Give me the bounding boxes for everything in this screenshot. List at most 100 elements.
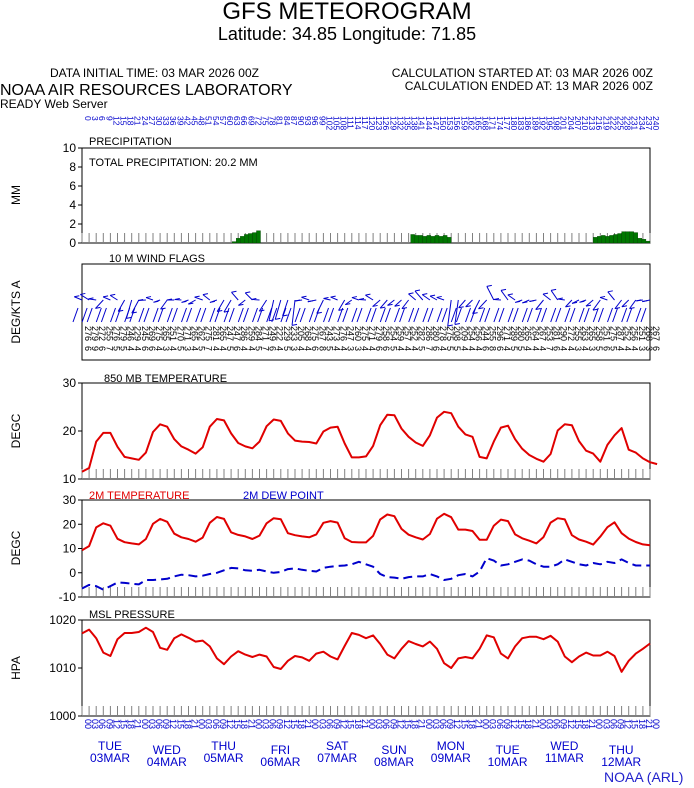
time-label: 00	[424, 719, 434, 729]
wind-barb-lower	[95, 307, 102, 323]
precip-bar	[410, 234, 415, 244]
pressure-line	[81, 626, 651, 673]
wind-barb	[338, 299, 346, 311]
wind-barb-flag	[478, 307, 484, 310]
wind-speed-label: 3	[161, 346, 171, 351]
wind-barb-flag	[231, 290, 237, 293]
wind-barb-lower	[285, 307, 292, 323]
time-label: 03	[545, 719, 555, 729]
wind-direction-label: 286	[239, 326, 249, 341]
precip-bar	[252, 232, 257, 244]
wind-barb-lower	[578, 307, 585, 323]
hour-label: 219	[601, 116, 611, 130]
time-label: 18	[296, 719, 306, 729]
wind-barb-flag	[74, 295, 80, 298]
wind-speed-label: 5	[445, 346, 455, 351]
wind-speed-label: 6	[552, 346, 562, 351]
time-label: 06	[97, 719, 107, 729]
wind-direction-label: 208	[452, 326, 462, 341]
day-date-label: 05MAR	[204, 751, 244, 765]
hour-label: 6	[97, 116, 107, 121]
wind-direction-label: 276	[339, 326, 349, 341]
day-date-label: 06MAR	[260, 755, 300, 769]
wind-barb-flag	[174, 298, 180, 301]
wind-barb-flag	[551, 288, 557, 291]
wind-speed-label: 5	[253, 346, 263, 351]
hour-label: 66	[239, 116, 249, 126]
wind-speed-label: 4	[623, 346, 633, 351]
wind-barb-lower	[427, 307, 434, 323]
wind-direction-label: 271	[182, 326, 192, 341]
wind-speed-label: 5	[594, 346, 604, 351]
day-name-label: THU	[211, 739, 236, 753]
time-label: 06	[552, 719, 562, 729]
temp850-y-axis: 10 20 30	[63, 376, 82, 486]
y-tick-label: 10	[63, 472, 77, 486]
wind-barb-lower	[621, 307, 628, 323]
wind-speed-label: 4	[239, 346, 249, 351]
wind-speed-label: 7	[261, 346, 271, 351]
day-name-label: WED	[153, 743, 181, 757]
wind-barb	[95, 299, 104, 309]
day-date-label: 09MAR	[431, 751, 471, 765]
wind-direction-label: 279	[119, 326, 129, 341]
time-label: 03	[261, 719, 271, 729]
wind-direction-label: 273	[332, 326, 342, 341]
hour-label: 105	[332, 116, 342, 130]
day-name-label: TUE	[98, 739, 122, 753]
utc-time-labels: 0003060912151821000306091215182100030609…	[83, 719, 661, 729]
day-name-label: WED	[550, 739, 578, 753]
wind-barb-lower	[323, 307, 329, 323]
wind-speed-label: 4	[466, 346, 476, 351]
hour-label: 201	[559, 116, 569, 130]
temp850-panel	[81, 382, 651, 480]
time-label: 06	[324, 719, 334, 729]
hour-label: 192	[537, 116, 547, 130]
hour-label: 159	[459, 116, 469, 130]
hour-label: 213	[587, 116, 597, 130]
wind-barb-flag	[500, 288, 507, 291]
time-label: 18	[580, 719, 590, 729]
wind-barb-lower	[555, 307, 562, 323]
wind-speed-label: 4	[410, 346, 420, 351]
precip-bar	[609, 235, 614, 244]
time-label: 21	[190, 719, 200, 729]
wind-direction-label: 296	[495, 326, 505, 341]
wind-barb	[344, 299, 353, 306]
precip-bar	[248, 233, 253, 244]
day-name-label: TUE	[496, 743, 520, 757]
wind-direction-label: 222	[275, 326, 285, 341]
wind-speed-label: 5	[608, 346, 618, 351]
time-label: 18	[466, 719, 476, 729]
wind-barb-flag	[486, 284, 492, 287]
page-subtitle: Latitude: 34.85 Longitude: 71.85	[217, 24, 477, 44]
wind-barb-flag	[599, 295, 606, 298]
server-name: READY Web Server	[0, 97, 108, 111]
hour-label: 183	[516, 116, 526, 130]
precip-bar	[629, 231, 634, 244]
y-tick-label: 20	[63, 424, 77, 438]
wind-speed-label: 5	[417, 346, 427, 351]
precip-bar	[426, 235, 432, 244]
hour-label: 3	[90, 116, 100, 121]
wind-barb-lower	[166, 307, 173, 323]
time-label: 18	[126, 719, 136, 729]
wind-barb-lower	[157, 307, 164, 323]
wind-speed-label: 6	[651, 346, 661, 351]
wind-barb-flag	[394, 304, 400, 307]
wind-barb-lower	[379, 307, 386, 323]
wind-title: 10 M WIND FLAGS	[109, 253, 205, 265]
hour-label: 141	[417, 116, 427, 130]
hour-label: 9	[104, 116, 114, 121]
wind-barb	[401, 299, 409, 309]
hour-label: 189	[530, 116, 540, 130]
time-label: 00	[83, 719, 93, 729]
wind-speed-label: 5	[119, 346, 129, 351]
wind-direction-label: 282	[417, 326, 427, 341]
wind-barb-flag	[642, 300, 648, 303]
wind-barb-flag	[507, 293, 513, 296]
wind-barb-flag	[408, 292, 414, 295]
wind-speed-label: 4	[218, 346, 228, 351]
wind-direction-label: 279	[374, 326, 384, 341]
wind-direction-label: 253	[545, 326, 555, 341]
